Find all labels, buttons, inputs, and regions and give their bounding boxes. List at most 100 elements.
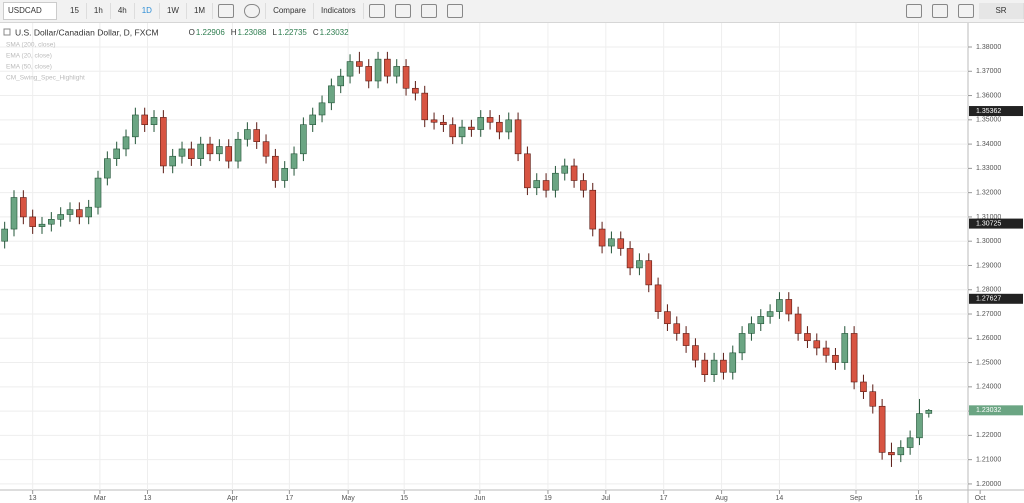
symbol-input[interactable]: USDCAD [3,2,57,20]
interval-button[interactable]: 1h [87,3,111,19]
candle-body [906,437,914,448]
candle-body [10,197,18,230]
candle-body [20,197,27,218]
candle-body [533,180,541,189]
candle-body [421,92,429,121]
candle-body [598,228,606,247]
x-tick-label: Apr [227,495,239,502]
candle-body [206,143,214,155]
candle-body [514,119,522,155]
candle-body [57,214,64,220]
candle-body [673,323,681,334]
interval-button[interactable]: 15 [63,3,87,19]
candle-body [440,121,447,125]
candle-body [542,180,550,191]
candle-body [374,58,382,82]
candle-body [272,155,279,181]
study-label: EMA (50, close) [6,64,52,71]
chart-style-icon[interactable] [218,4,235,18]
candle-body [785,299,793,315]
candle-body [477,117,485,130]
candle-body [748,323,755,334]
candle-body [505,119,513,133]
y-tick-label: 1.37000 [976,68,1001,75]
interval-button[interactable]: 1D [135,3,160,19]
ohlc-value: 1.22906 [196,28,225,37]
fullscreen-icon[interactable] [446,4,463,18]
candle-body [262,141,270,157]
candle-body [328,85,335,104]
price-marker-bg [969,218,1023,229]
cloud-save-icon[interactable] [958,4,974,18]
y-tick-label: 1.27000 [976,311,1001,318]
x-tick-label: 17 [660,495,668,502]
interval-button[interactable]: 1M [187,3,214,19]
candle-body [589,189,597,230]
price-marker-bg [969,106,1023,117]
x-tick-label: Jul [601,495,610,502]
candle-body [38,223,46,227]
candle-body [552,172,559,191]
candle-body [160,117,167,167]
candle-body [682,333,690,346]
compare-button[interactable]: Compare [265,3,314,19]
candle-body [365,66,373,82]
layout-icon[interactable] [906,4,922,18]
ohlc-value: 1.23088 [238,28,267,37]
x-tick-label: 14 [776,495,784,502]
candle-body [608,238,615,247]
study-label: CM_Swing_Spec_Highlight [6,75,85,82]
x-tick-label: 16 [915,495,923,502]
x-tick-label: 19 [544,495,552,502]
candle-body [654,284,662,312]
candle-body [430,119,438,123]
undo-icon[interactable] [420,4,437,18]
candle-body [832,354,839,363]
account-button[interactable]: SR [979,3,1024,19]
interval-button[interactable]: 1W [160,3,187,19]
x-tick-label: 13 [144,495,152,502]
candle-body [188,148,195,159]
cloud-load-icon[interactable] [932,4,948,18]
candle-body [234,138,242,162]
x-tick-label: 13 [29,495,37,502]
x-tick-label: Aug [715,495,728,502]
candle-body [841,333,849,363]
ohlc-label: H [231,28,237,37]
interval-button[interactable]: 4h [111,3,135,19]
candle-body [458,126,466,138]
x-tick-label: 15 [400,495,408,502]
candle-body [300,124,307,155]
candle-body [580,180,587,191]
candle-body [122,136,130,150]
y-tick-label: 1.33000 [976,165,1001,172]
x-tick-label: May [342,495,356,502]
candle-body [113,148,120,159]
plot-area [0,23,968,490]
candle-body [850,333,858,383]
candle-body [356,61,363,67]
candle-body [468,126,475,130]
candle-body [738,333,746,354]
y-tick-label: 1.26000 [976,335,1001,342]
y-tick-label: 1.38000 [976,44,1001,51]
candle-body [496,121,503,133]
candle-body [860,381,867,392]
x-tick-label: Jun [474,495,485,502]
settings-icon[interactable] [244,4,261,18]
candle-body [104,158,111,179]
templates-icon[interactable] [368,4,385,18]
candle-body [636,260,643,269]
toolbar: USDCAD 15 1h 4h 1D 1W 1M Compare Indicators S… [0,0,1024,23]
indicators-button[interactable]: Indicators [314,3,364,19]
price-marker-label: 1.27627 [976,296,1001,303]
candle-body [486,117,494,123]
candle-body [645,260,653,286]
candle-body [729,352,737,373]
alert-icon[interactable] [394,4,411,18]
last-price-bg [969,405,1023,416]
price-marker-label: 1.35362 [976,108,1001,115]
y-tick-label: 1.30000 [976,238,1001,245]
candle-body [132,114,139,138]
y-tick-label: 1.31000 [976,214,1001,221]
